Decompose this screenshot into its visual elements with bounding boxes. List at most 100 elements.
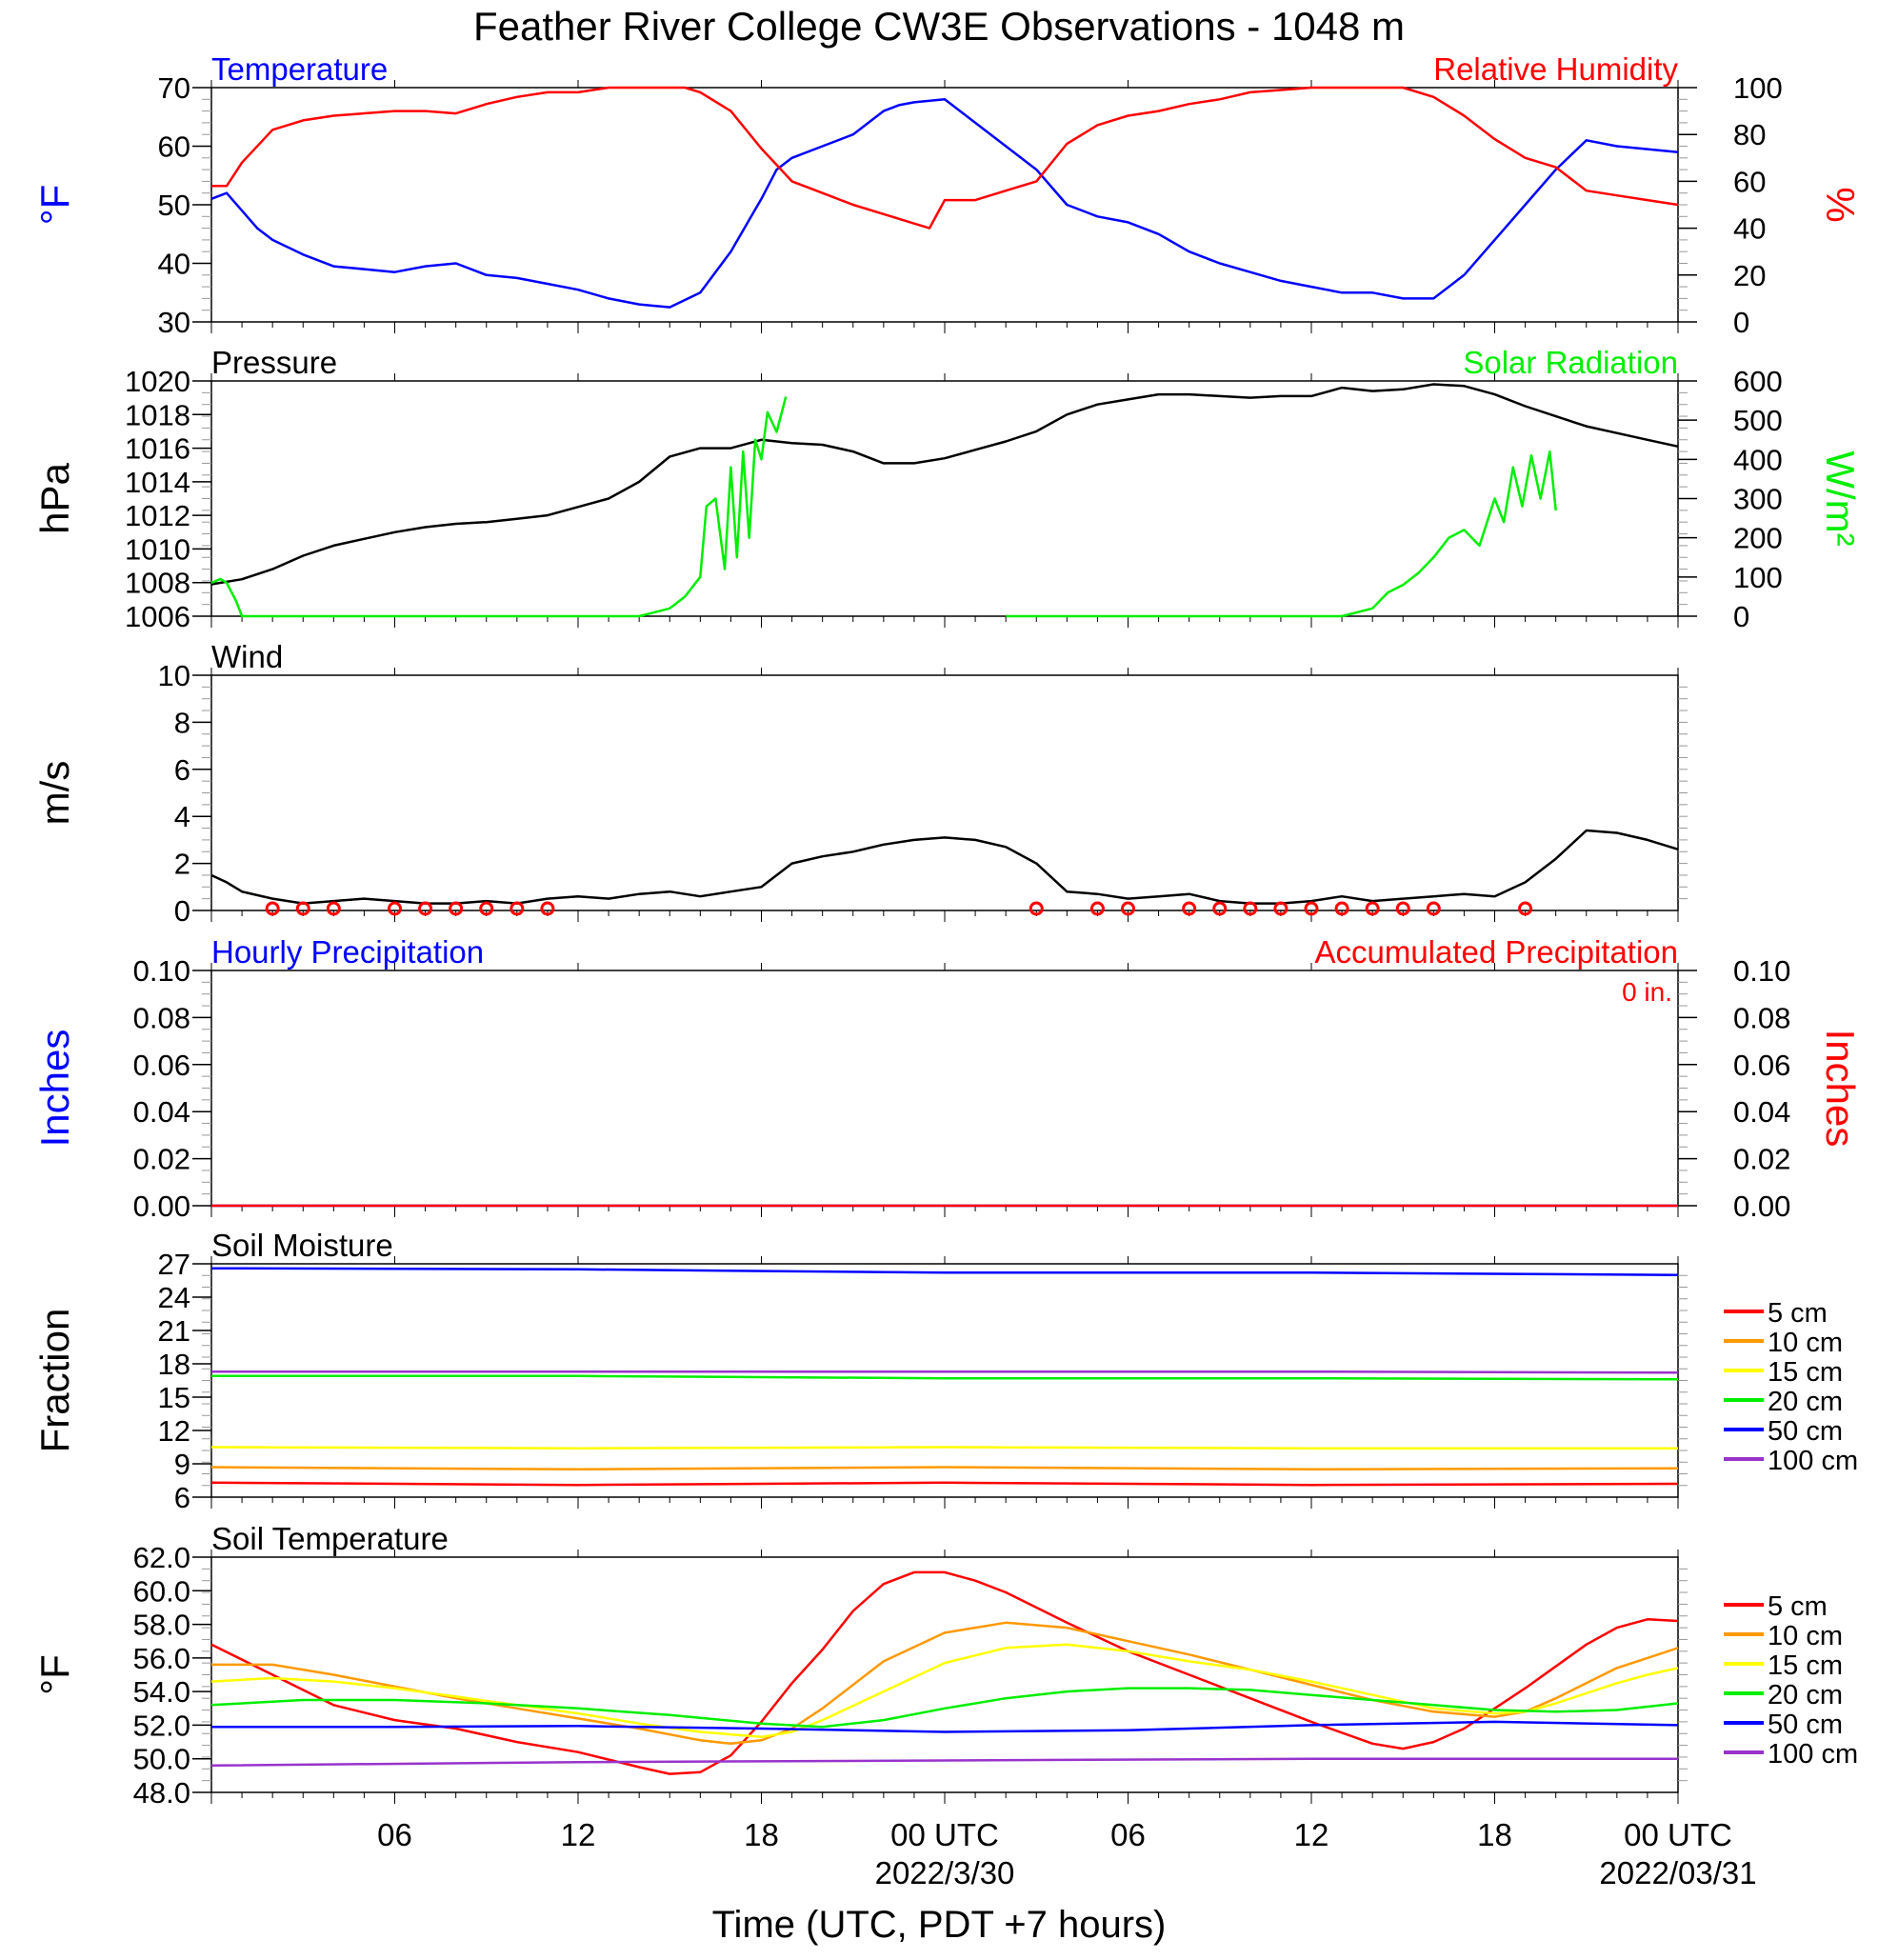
series-line-temp_rh-0 xyxy=(210,98,1679,309)
y-axis-label-left: m/s xyxy=(32,761,77,826)
y-axis-label-left: °F xyxy=(32,185,77,225)
x-tick-label: 00 UTC xyxy=(1624,1817,1732,1852)
y-tick-label-right: 80 xyxy=(1733,118,1766,151)
series-line-pressure_solar-1 xyxy=(210,396,788,618)
series-line-pressure_solar-2 xyxy=(1006,450,1557,618)
y-tick-label-left: 52.0 xyxy=(133,1709,190,1742)
legend-label: 100 cm xyxy=(1768,1739,1858,1770)
panel-soil_temperature: 48.050.052.054.056.058.060.062.0 Soil Tem… xyxy=(32,1521,1858,1810)
y-tick-label-left: 1020 xyxy=(125,365,190,398)
y-axis-label-left: Fraction xyxy=(32,1309,77,1453)
panel-precip: 0.00 0.02 0.04 0.06 0.08 0.10 0.00 0.02 0.04 0.06… xyxy=(32,934,1863,1223)
y-tick-label-left: 6 xyxy=(174,1481,190,1514)
plot-frame xyxy=(210,674,1679,911)
series-line-pressure_solar-0 xyxy=(210,383,1679,586)
series-line-soil_temperature-0 xyxy=(210,1570,1679,1775)
wind-calm-marker xyxy=(1029,901,1044,916)
y-tick-label-left: 0.00 xyxy=(133,1190,190,1223)
legend-label: 50 cm xyxy=(1768,1416,1843,1447)
y-tick-label-right: 0.04 xyxy=(1733,1095,1790,1129)
series-line-soil_moisture-0 xyxy=(210,1481,1679,1487)
panel-temp_rh: 30 40 50 60 70 0 20 40 60 80 100 Temperature Relativ… xyxy=(32,51,1863,339)
y-tick-label-left: 1012 xyxy=(125,499,190,532)
wind-calm-marker xyxy=(388,901,402,916)
y-axis-label-left: °F xyxy=(32,1654,77,1694)
y-tick-label-left: 50 xyxy=(158,189,190,222)
series-line-soil_moisture-5 xyxy=(211,1370,1679,1374)
wind-calm-marker xyxy=(509,901,525,916)
series-line-soil_moisture-4 xyxy=(210,1267,1679,1276)
y-tick-label-left: 8 xyxy=(174,706,190,739)
panel-title-left: Hourly Precipitation xyxy=(211,934,484,970)
wind-calm-marker xyxy=(1182,901,1197,916)
y-tick-label-left: 18 xyxy=(158,1348,190,1381)
y-tick-label-left: 0.04 xyxy=(133,1095,190,1129)
y-tick-label-left: 15 xyxy=(158,1381,190,1414)
y-tick-label-left: 70 xyxy=(158,71,190,105)
legend-label: 15 cm xyxy=(1768,1357,1843,1388)
y-tick-label-left: 2 xyxy=(174,848,190,881)
y-tick-label-left: 54.0 xyxy=(133,1675,190,1709)
y-axis-label-right: % xyxy=(1818,187,1863,222)
y-tick-label-left: 60 xyxy=(158,130,190,164)
x-tick-label: 18 xyxy=(744,1817,779,1852)
legend-label: 20 cm xyxy=(1768,1387,1843,1417)
wind-calm-marker xyxy=(1334,901,1349,916)
y-tick-label-left: 9 xyxy=(174,1448,190,1481)
wind-calm-marker xyxy=(1518,901,1533,916)
page-title: Feather River College CW3E Observations … xyxy=(473,4,1405,49)
y-axis-label-left: hPa xyxy=(32,462,77,533)
panel-title-right: Accumulated Precipitation xyxy=(1314,934,1678,970)
y-tick-label-left: 1014 xyxy=(125,466,190,499)
wind-calm-marker xyxy=(479,901,494,916)
y-tick-label-left: 58.0 xyxy=(133,1609,190,1642)
y-axis-label-right: Inches xyxy=(1818,1030,1863,1148)
wind-calm-marker xyxy=(1365,901,1380,916)
wind-calm-marker xyxy=(1273,901,1289,916)
panel-title-right: Relative Humidity xyxy=(1433,51,1678,87)
y-tick-label-right: 400 xyxy=(1733,443,1783,476)
y-tick-label-right: 300 xyxy=(1733,483,1783,516)
panel-title-right: Solar Radiation xyxy=(1463,345,1678,380)
y-tick-label-right: 0.08 xyxy=(1733,1001,1790,1034)
x-tick-label: 18 xyxy=(1477,1817,1512,1852)
legend-label: 10 cm xyxy=(1768,1621,1843,1651)
y-tick-label-left: 10 xyxy=(158,659,190,692)
x-tick-date: 2022/03/31 xyxy=(1599,1855,1756,1890)
wind-calm-marker xyxy=(295,901,310,916)
y-tick-label-left: 62.0 xyxy=(133,1541,190,1574)
panel-title-left: Soil Moisture xyxy=(211,1228,393,1263)
x-tick-label: 06 xyxy=(377,1817,412,1852)
y-axis-label-right: W/m² xyxy=(1818,450,1863,546)
y-tick-label-left: 24 xyxy=(158,1281,190,1314)
y-tick-label-right: 600 xyxy=(1733,365,1783,398)
wind-calm-marker xyxy=(1243,901,1258,916)
series-line-soil_moisture-2 xyxy=(210,1446,1678,1450)
y-tick-label-right: 100 xyxy=(1733,561,1783,594)
y-tick-label-right: 0 xyxy=(1733,306,1749,339)
y-tick-label-right: 500 xyxy=(1733,404,1783,437)
y-tick-label-right: 100 xyxy=(1733,71,1783,105)
y-tick-label-left: 27 xyxy=(158,1248,190,1281)
series-line-soil_temperature-3 xyxy=(210,1687,1679,1729)
wind-calm-marker xyxy=(418,901,433,916)
y-tick-label-right: 20 xyxy=(1733,259,1766,292)
x-tick-label: 12 xyxy=(561,1817,596,1852)
wind-calm-marker xyxy=(265,901,280,916)
wind-calm-marker xyxy=(1089,901,1105,916)
wind-calm-marker xyxy=(540,901,555,916)
y-tick-label-left: 1010 xyxy=(125,532,190,566)
plot-frame xyxy=(210,1263,1679,1498)
plot-frame xyxy=(210,87,1679,323)
y-tick-label-left: 0.08 xyxy=(133,1001,190,1034)
panel-title-left: Temperature xyxy=(211,51,388,87)
wind-calm-marker xyxy=(326,901,341,916)
wind-calm-marker xyxy=(1395,901,1410,916)
y-tick-label-left: 6 xyxy=(174,753,190,787)
y-tick-label-left: 0.06 xyxy=(133,1049,190,1082)
y-tick-label-left: 60.0 xyxy=(133,1574,190,1608)
